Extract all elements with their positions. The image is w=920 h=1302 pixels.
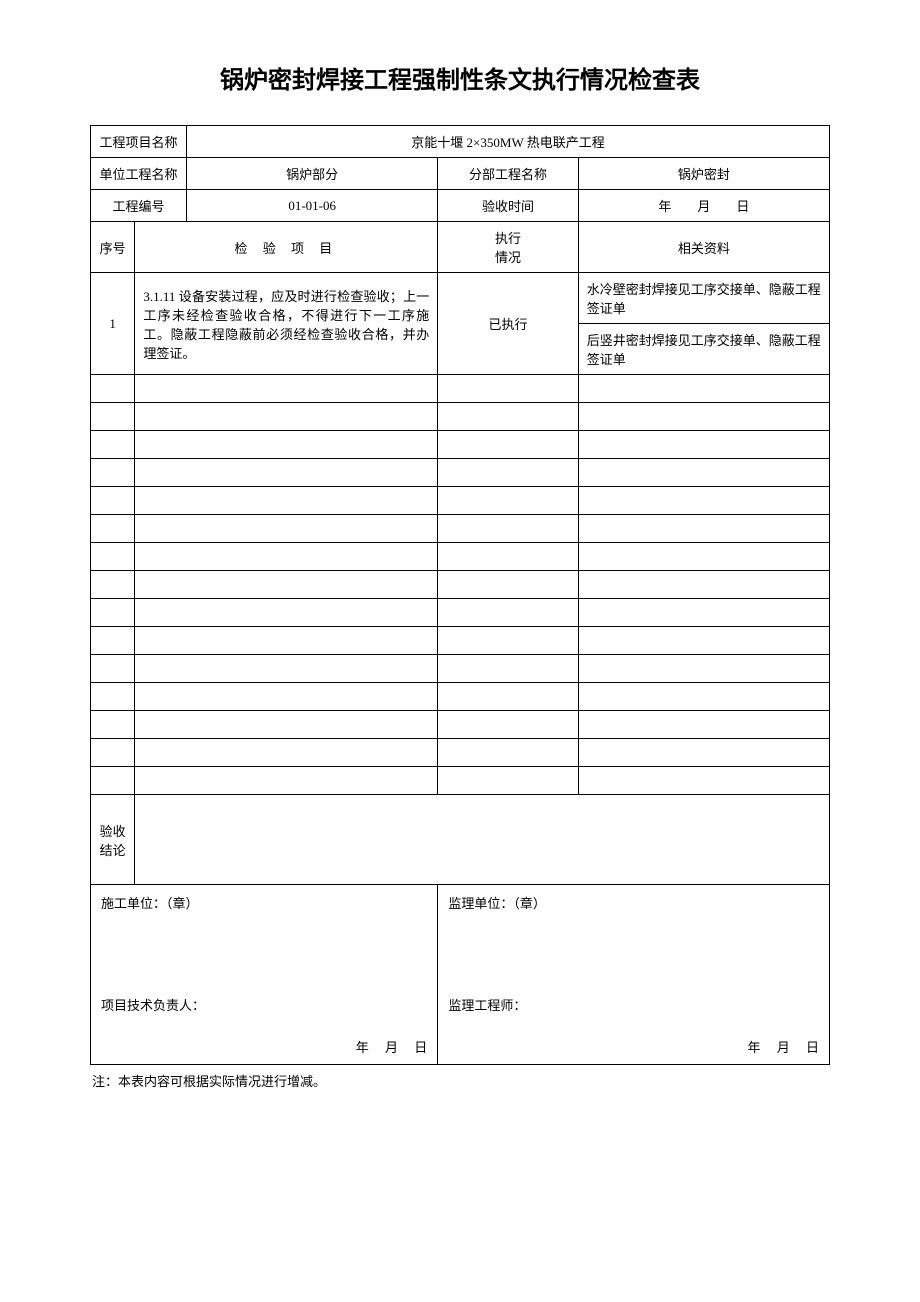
accept-time-value: 年 月 日 — [578, 190, 829, 222]
project-no-value: 01-01-06 — [187, 190, 438, 222]
col-docs: 相关资料 — [578, 222, 829, 273]
signature-row: 施工单位：（章） 项目技术负责人： 年 月 日 监理单位：（章） 监理工程师： … — [91, 885, 830, 1065]
accept-time-label: 验收时间 — [438, 190, 578, 222]
empty-row — [91, 739, 830, 767]
construct-date: 年 月 日 — [356, 1037, 428, 1056]
header-row-2: 单位工程名称 锅炉部分 分部工程名称 锅炉密封 — [91, 158, 830, 190]
empty-row — [91, 599, 830, 627]
conclusion-label: 验收 结论 — [91, 795, 135, 885]
unit-name-value: 锅炉部分 — [187, 158, 438, 190]
header-row-1: 工程项目名称 京能十堰 2×350MW 热电联产工程 — [91, 126, 830, 158]
row1-doc2: 后竖井密封焊接见工序交接单、隐蔽工程签证单 — [578, 324, 829, 375]
unit-name-label: 单位工程名称 — [91, 158, 187, 190]
col-seq: 序号 — [91, 222, 135, 273]
empty-row — [91, 767, 830, 795]
empty-row — [91, 711, 830, 739]
empty-row — [91, 571, 830, 599]
supervise-unit-label: 监理单位：（章） — [448, 893, 546, 912]
conclusion-row: 验收 结论 — [91, 795, 830, 885]
empty-row — [91, 683, 830, 711]
col-status: 执行 情况 — [438, 222, 578, 273]
row1-doc1: 水冷壁密封焊接见工序交接单、隐蔽工程签证单 — [578, 273, 829, 324]
footnote: 注：本表内容可根据实际情况进行增减。 — [90, 1071, 830, 1090]
row1-item: 3.1.11 设备安装过程，应及时进行检查验收；上一工序未经检查验收合格，不得进… — [135, 273, 438, 375]
supervise-date: 年 月 日 — [747, 1037, 819, 1056]
empty-row — [91, 403, 830, 431]
sub-name-value: 锅炉密封 — [578, 158, 829, 190]
empty-row — [91, 487, 830, 515]
header-row-3: 工程编号 01-01-06 验收时间 年 月 日 — [91, 190, 830, 222]
construct-lead-label: 项目技术负责人： — [101, 995, 205, 1014]
empty-row — [91, 515, 830, 543]
inspection-table: 工程项目名称 京能十堰 2×350MW 热电联产工程 单位工程名称 锅炉部分 分… — [90, 125, 830, 1065]
column-header-row: 序号 检 验 项 目 执行 情况 相关资料 — [91, 222, 830, 273]
supervise-signature: 监理单位：（章） 监理工程师： 年 月 日 — [438, 885, 830, 1065]
row1-status: 已执行 — [438, 273, 578, 375]
empty-row — [91, 543, 830, 571]
empty-row — [91, 655, 830, 683]
sub-name-label: 分部工程名称 — [438, 158, 578, 190]
empty-row — [91, 375, 830, 403]
col-inspect: 检 验 项 目 — [135, 222, 438, 273]
project-name-label: 工程项目名称 — [91, 126, 187, 158]
empty-row — [91, 627, 830, 655]
conclusion-value — [135, 795, 830, 885]
supervise-eng-label: 监理工程师： — [448, 995, 526, 1014]
empty-row — [91, 459, 830, 487]
project-name-value: 京能十堰 2×350MW 热电联产工程 — [187, 126, 830, 158]
construct-signature: 施工单位：（章） 项目技术负责人： 年 月 日 — [91, 885, 438, 1065]
construct-unit-label: 施工单位：（章） — [101, 893, 199, 912]
empty-row — [91, 431, 830, 459]
page-title: 锅炉密封焊接工程强制性条文执行情况检查表 — [90, 60, 830, 95]
row1-seq: 1 — [91, 273, 135, 375]
project-no-label: 工程编号 — [91, 190, 187, 222]
data-row-1a: 1 3.1.11 设备安装过程，应及时进行检查验收；上一工序未经检查验收合格，不… — [91, 273, 830, 324]
